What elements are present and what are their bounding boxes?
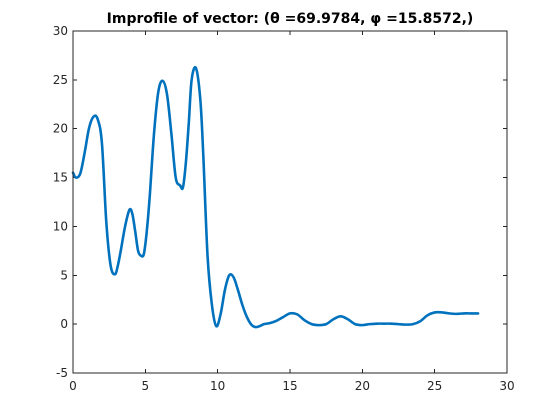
x-tick-label: 25	[427, 379, 442, 393]
series-group	[71, 65, 480, 329]
y-tick-label: 25	[53, 73, 68, 87]
y-tick-label: 30	[53, 24, 68, 38]
x-tick-label: 20	[355, 379, 370, 393]
chart-title: Improfile of vector: (θ =69.9784, φ =15.…	[107, 11, 474, 27]
x-tick-label: 5	[142, 379, 150, 393]
y-tick-label: 10	[53, 219, 68, 233]
y-tick-label: -5	[56, 366, 68, 380]
y-tick-label: 5	[60, 268, 68, 282]
x-tick-label: 30	[499, 379, 514, 393]
x-tick-label: 15	[282, 379, 297, 393]
y-tick-label: 15	[53, 171, 68, 185]
axes-box	[72, 30, 508, 374]
y-tick-label: 20	[53, 122, 68, 136]
x-tick-label: 10	[210, 379, 225, 393]
series-line-profile	[71, 65, 480, 329]
plot-area	[73, 31, 507, 373]
x-tick-label: 0	[69, 379, 77, 393]
y-tick-label: 0	[60, 317, 68, 331]
